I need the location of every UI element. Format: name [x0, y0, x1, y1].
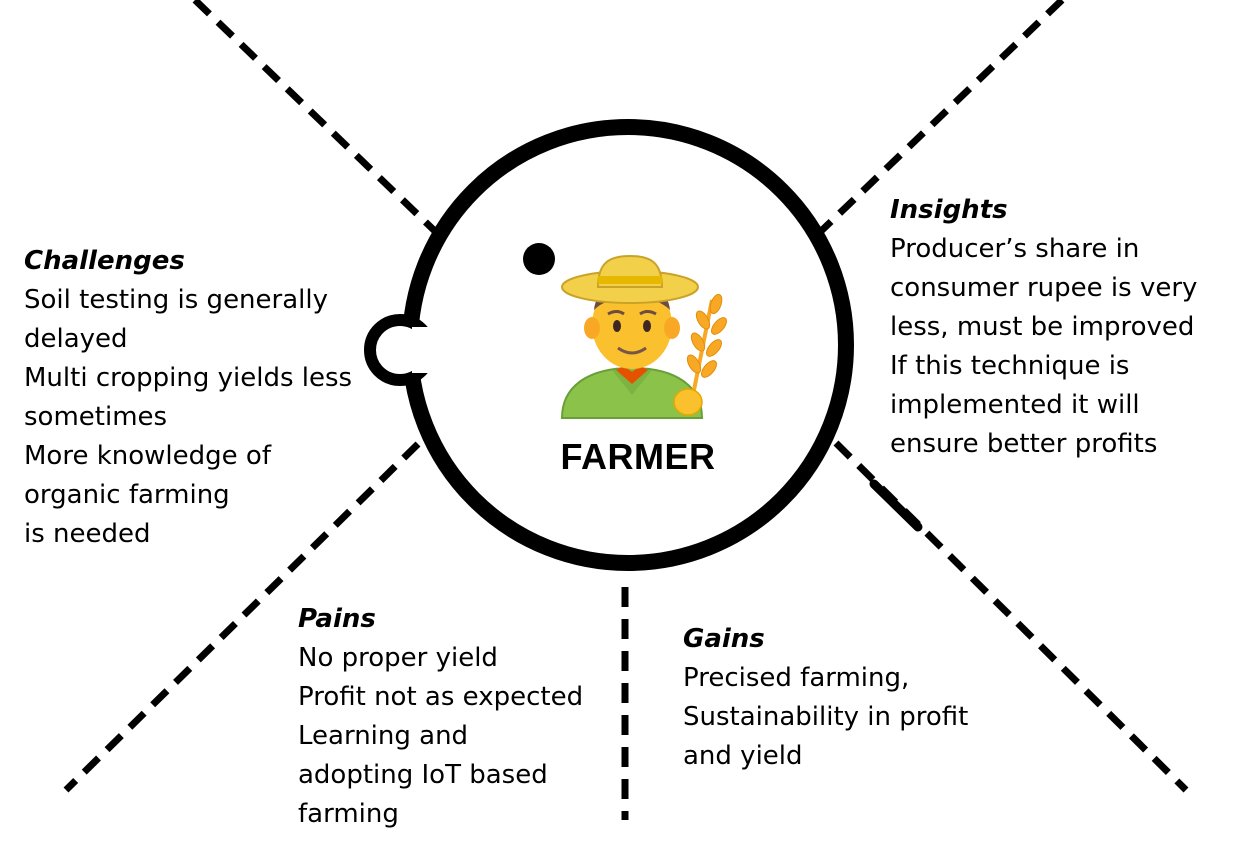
insights-line: ensure better profits [890, 429, 1158, 459]
challenges-line: Multi cropping yields less [24, 363, 353, 393]
challenges-line: Soil testing is generally [24, 285, 328, 315]
gains-line: Precised farming, [683, 663, 910, 693]
challenges-line: More knowledge of [24, 441, 271, 471]
gains-line: and yield [683, 741, 803, 771]
pains-line: Learning and [298, 721, 469, 751]
pains-line: No proper yield [298, 643, 498, 673]
divider-top-left [192, 0, 443, 239]
insights-line: If this technique is [890, 351, 1130, 381]
pains-line: adopting IoT based [298, 760, 548, 790]
insights-line: Producer’s share in [890, 234, 1140, 264]
pains-line: Profit not as expected [298, 682, 584, 712]
divider-top-right [815, 0, 1065, 237]
eye-dot [523, 243, 555, 275]
accent-segment [869, 479, 923, 532]
gains-section: Gains Precised farming, Sustainability i… [683, 620, 968, 776]
gains-line: Sustainability in profit [683, 702, 969, 732]
pains-section: Pains No proper yield Profit not as expe… [298, 600, 583, 834]
challenges-heading: Challenges [24, 246, 185, 276]
insights-heading: Insights [890, 195, 1008, 225]
challenges-section: Challenges Soil testing is generally del… [24, 242, 352, 554]
pains-line: farming [298, 799, 399, 829]
farmer-icon [560, 254, 727, 419]
insights-line: less, must be improved [890, 312, 1195, 342]
divider-bottom-left [63, 441, 421, 793]
challenges-line: sometimes [24, 402, 168, 432]
insights-line: implemented it will [890, 390, 1140, 420]
challenges-line: organic farming [24, 480, 230, 510]
insights-section: Insights Producer’s share in consumer ru… [890, 191, 1197, 464]
challenges-line: is needed [24, 519, 151, 549]
challenges-line: delayed [24, 324, 128, 354]
insights-line: consumer rupee is very [890, 273, 1198, 303]
gains-heading: Gains [683, 624, 765, 654]
persona-label: FARMER [560, 436, 716, 477]
pains-heading: Pains [298, 604, 376, 634]
